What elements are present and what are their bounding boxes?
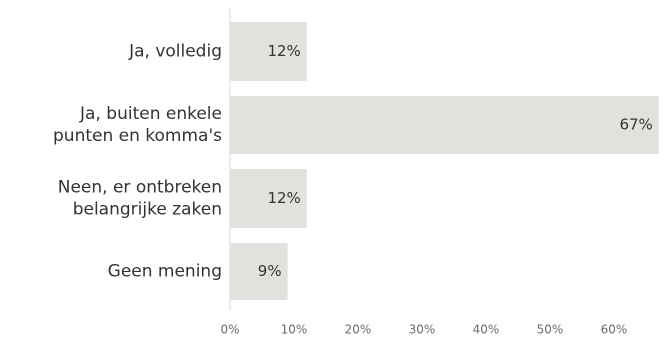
category-label: Ja, volledig — [128, 42, 222, 62]
bar — [230, 22, 307, 81]
x-tick-label: 50% — [537, 323, 564, 337]
x-tick-label: 30% — [409, 323, 436, 337]
data-labels-group: 12% 67% 12% 9% — [258, 42, 653, 280]
category-label-line: Ja, buiten enkele — [79, 104, 222, 124]
category-label: Geen mening — [108, 262, 222, 282]
x-tick-label: 60% — [601, 323, 628, 337]
x-tick-label: 10% — [281, 323, 308, 337]
x-tick-label: 0% — [220, 323, 239, 337]
data-label: 12% — [267, 189, 300, 207]
data-label: 67% — [619, 116, 652, 134]
x-tick-label: 40% — [473, 323, 500, 337]
category-label-line: Ja, volledig — [128, 42, 222, 62]
category-label-line: Geen mening — [108, 262, 222, 282]
bar — [230, 169, 307, 228]
data-label: 12% — [267, 42, 300, 60]
category-label: Neen, er ontbreken belangrijke zaken — [58, 178, 222, 220]
bars-group — [230, 22, 659, 300]
category-label: Ja, buiten enkele punten en komma's — [53, 104, 222, 146]
bar — [230, 96, 659, 154]
x-tick-labels-group: 0% 10% 20% 30% 40% 50% 60% — [220, 323, 627, 337]
category-label-line: punten en komma's — [53, 126, 222, 146]
bar — [230, 243, 288, 300]
category-label-line: Neen, er ontbreken — [58, 178, 222, 198]
x-tick-label: 20% — [345, 323, 372, 337]
data-label: 9% — [258, 262, 282, 280]
category-labels-group: Ja, volledig Ja, buiten enkele punten en k… — [53, 42, 222, 282]
category-label-line: belangrijke zaken — [73, 200, 222, 220]
